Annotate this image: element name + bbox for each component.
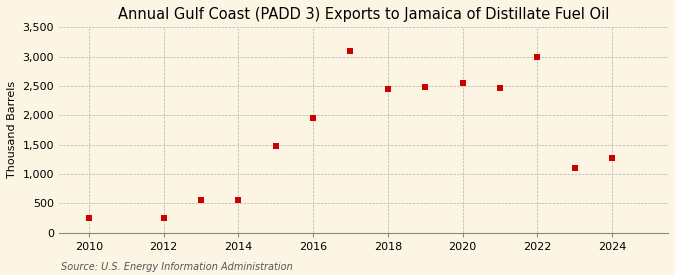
Point — [84, 216, 95, 220]
Point — [233, 198, 244, 202]
Point — [532, 54, 543, 59]
Point — [457, 81, 468, 85]
Point — [569, 166, 580, 170]
Point — [420, 84, 431, 89]
Point — [196, 198, 207, 202]
Title: Annual Gulf Coast (PADD 3) Exports to Jamaica of Distillate Fuel Oil: Annual Gulf Coast (PADD 3) Exports to Ja… — [118, 7, 610, 22]
Point — [495, 86, 506, 90]
Y-axis label: Thousand Barrels: Thousand Barrels — [7, 81, 17, 178]
Point — [270, 144, 281, 148]
Point — [158, 216, 169, 220]
Point — [308, 116, 319, 120]
Text: Source: U.S. Energy Information Administration: Source: U.S. Energy Information Administ… — [61, 262, 292, 272]
Point — [345, 48, 356, 53]
Point — [607, 156, 618, 160]
Point — [383, 87, 394, 91]
